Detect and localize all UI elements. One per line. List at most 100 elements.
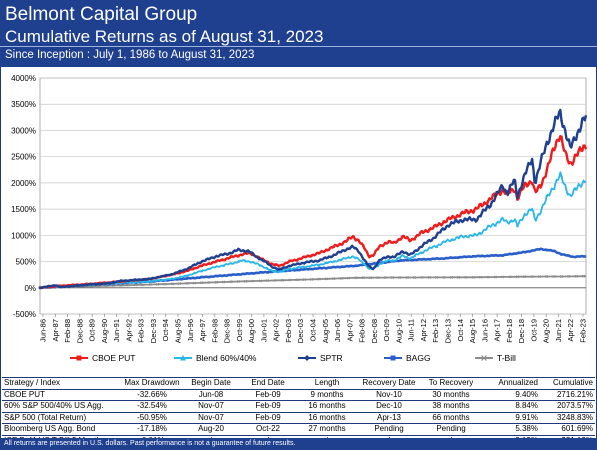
series-point [178, 275, 182, 279]
series-point [449, 238, 453, 242]
x-tick-label: Feb-98 [210, 319, 219, 343]
y-tick-label: 4000% [11, 74, 36, 83]
series-point [398, 256, 402, 259]
series-point [354, 256, 358, 259]
series-point [273, 269, 277, 273]
series-point [545, 194, 549, 197]
series-point [435, 257, 438, 260]
series-point [148, 283, 152, 287]
series-point [523, 275, 527, 279]
series-point [508, 220, 512, 223]
series-point [222, 253, 226, 257]
series-point [200, 275, 203, 279]
series-point [516, 252, 519, 255]
series-point [457, 220, 461, 224]
report-title: Cumulative Returns as of August 31, 2023 [5, 27, 324, 46]
series-point [141, 280, 145, 283]
series-point [178, 282, 182, 286]
series-point [310, 263, 314, 267]
table-cell: 16 months [308, 401, 346, 410]
table-cell: Oct-22 [255, 424, 280, 433]
table-cell: S&P 500 (Total Return) [4, 412, 87, 422]
x-tick-label: Apr-17 [493, 319, 502, 342]
x-tick-label: Jun-16 [480, 319, 489, 342]
series-point [457, 275, 461, 279]
series-point [229, 273, 233, 277]
series-point [538, 248, 541, 251]
series-point [236, 260, 240, 263]
series-point [332, 277, 336, 281]
series-point [582, 116, 585, 120]
series-point [464, 217, 468, 221]
series-point [295, 266, 299, 269]
series-point [295, 261, 299, 266]
series-point [435, 245, 439, 249]
y-tick-label: 2500% [11, 153, 36, 162]
series-point [280, 269, 284, 273]
series-point [450, 256, 453, 259]
series-point [427, 238, 431, 242]
series-point [501, 254, 504, 257]
table-cell: 16 months [308, 412, 346, 422]
table-cell: 30 months [432, 389, 470, 399]
table-cell: 3248.83% [556, 412, 593, 422]
column-header: End Date [251, 378, 285, 387]
x-tick-label: Aug-05 [321, 319, 330, 343]
series-point [457, 236, 461, 240]
series-point [215, 274, 218, 278]
series-point [317, 266, 321, 270]
x-tick-label: Dec-18 [517, 319, 526, 343]
x-tick-label: Aug-00 [247, 319, 256, 343]
series-point [523, 250, 526, 254]
series-point [207, 281, 211, 285]
x-tick-label: Apr-92 [124, 319, 133, 342]
series-point [266, 279, 270, 283]
series-point [317, 277, 321, 281]
series-point [332, 265, 336, 269]
series-point [567, 274, 571, 278]
series-point [266, 271, 269, 274]
series-point [442, 220, 446, 223]
legend-marker [390, 355, 396, 361]
series-point [156, 278, 160, 282]
legend-marker [481, 355, 487, 361]
legend-marker [76, 355, 82, 361]
series-point [582, 274, 586, 278]
series-point [192, 281, 196, 285]
series-point [575, 255, 578, 258]
table-cell: 60% S&P 500/40% US Agg. [4, 401, 104, 410]
x-axis: Jun-86 Apr-87 Feb-88 Dec-88 Oct-89 Aug-90 Jun-… [39, 314, 588, 343]
company-name: Belmont Capital Group [5, 4, 198, 25]
y-tick-label: 2000% [11, 179, 36, 188]
series-point [537, 275, 541, 279]
x-tick-label: Oct-04 [309, 319, 318, 342]
series-point [280, 278, 284, 282]
table-cell: Aug-20 [198, 424, 224, 433]
series-point [302, 278, 306, 282]
series-point [354, 238, 358, 242]
series-point [288, 259, 291, 262]
series-point [442, 239, 446, 243]
series-point [354, 246, 358, 250]
series-point [244, 259, 248, 263]
series-point [288, 267, 292, 270]
x-tick-label: Feb-03 [284, 319, 293, 343]
series-point [317, 263, 321, 267]
series-point [575, 153, 578, 156]
series-point [464, 275, 468, 279]
table-cell: CBOE PUT [4, 389, 45, 399]
x-tick-label: Oct-94 [161, 319, 170, 342]
series-point [185, 274, 189, 277]
series-point [214, 254, 218, 258]
table-cell: Bloomberg US Agg. Bond [4, 424, 96, 433]
series-point [420, 230, 424, 233]
series-point [442, 275, 446, 279]
series-point [192, 263, 196, 267]
series-point [464, 209, 468, 212]
x-tick-label: Dec-08 [370, 319, 379, 343]
series-point [552, 275, 556, 278]
series-point [538, 184, 541, 187]
series-point [163, 274, 167, 278]
table-cell: Nov-10 [376, 389, 402, 399]
legend-label: CBOE PUT [92, 353, 135, 363]
